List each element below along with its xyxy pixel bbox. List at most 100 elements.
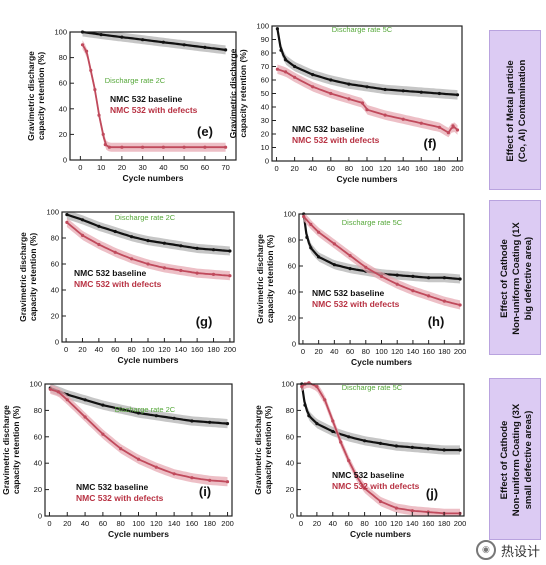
- y-axis-label: capacity retention (%): [28, 233, 38, 321]
- y-axis-label: Gravimetric discharge: [253, 405, 263, 495]
- x-tick-label: 200: [224, 345, 237, 354]
- watermark: ◉ 热设计: [475, 539, 540, 561]
- x-tick-label: 100: [374, 519, 387, 528]
- data-point: [224, 48, 228, 52]
- y-axis-label: Gravimetric discharge: [18, 232, 28, 322]
- data-point: [426, 447, 430, 451]
- y-tick-label: 100: [54, 28, 67, 37]
- data-point: [85, 49, 89, 53]
- data-point: [378, 441, 383, 445]
- data-point: [315, 422, 319, 426]
- x-tick-label: 40: [95, 345, 103, 354]
- data-point: [364, 265, 368, 269]
- data-point: [113, 250, 117, 254]
- chart-panel-e: 0 10 20 30 40 50 60 70 0 20 40 60 80 100 Cycle numbers…: [0, 8, 246, 186]
- x-tick-label: 20: [290, 164, 298, 173]
- x-tick-label: 160: [422, 519, 435, 528]
- data-point: [394, 506, 398, 510]
- x-tick-label: 40: [159, 163, 167, 172]
- x-tick-label: 100: [142, 345, 155, 354]
- chart-panel-j: 0 20 40 60 80 100 120 140 160 180 200 0 20 40 60 80 100 C…: [252, 378, 482, 548]
- rate-label: Discharge rate 2C: [115, 213, 176, 222]
- data-point: [365, 108, 369, 112]
- x-tick-label: 160: [191, 345, 204, 354]
- y-axis-label: capacity retention (%): [11, 406, 21, 494]
- data-point: [65, 398, 69, 402]
- data-point: [83, 415, 87, 419]
- x-tick-label: 160: [415, 164, 428, 173]
- data-point: [305, 235, 309, 239]
- series-line-defects: [50, 388, 228, 483]
- x-tick-label: 200: [221, 519, 234, 528]
- data-point: [401, 89, 405, 93]
- data-point: [458, 448, 462, 452]
- data-point: [80, 233, 85, 237]
- x-tick-label: 200: [454, 347, 467, 356]
- data-point: [97, 242, 101, 247]
- data-point: [383, 113, 387, 117]
- y-tick-label: 60: [261, 76, 269, 85]
- legend-entry: NMC 532 baseline: [292, 124, 365, 134]
- y-tick-label: 60: [288, 262, 296, 271]
- x-tick-label: 0: [299, 519, 303, 528]
- y-tick-label: 20: [34, 485, 42, 494]
- data-point: [97, 224, 101, 228]
- y-tick-label: 40: [51, 286, 59, 295]
- series-band-defects: [277, 64, 458, 138]
- y-axis-label: Gravimetric discharge: [26, 51, 36, 141]
- data-point: [113, 229, 117, 234]
- series-band-baseline: [277, 26, 458, 100]
- data-point: [437, 91, 441, 96]
- data-point: [410, 509, 414, 513]
- data-point: [225, 422, 230, 426]
- legend-entry: NMC 532 with defects: [74, 279, 162, 289]
- x-axis-label: Cycle numbers: [123, 173, 184, 183]
- y-tick-label: 0: [63, 156, 67, 165]
- legend-entry: NMC 532 baseline: [110, 94, 183, 104]
- y-tick-label: 0: [265, 157, 269, 166]
- data-point: [383, 87, 387, 92]
- y-axis-label: Gravimetric discharge: [228, 48, 238, 138]
- rate-label: Discharge rate 5C: [342, 218, 403, 227]
- y-tick-label: 100: [281, 380, 294, 389]
- x-tick-label: 80: [127, 345, 135, 354]
- data-point: [442, 448, 446, 452]
- data-point: [208, 420, 212, 424]
- x-tick-label: 140: [175, 345, 188, 354]
- data-point: [101, 132, 105, 136]
- data-point: [442, 276, 446, 280]
- data-point: [395, 282, 399, 286]
- data-point: [101, 403, 105, 407]
- data-point: [97, 113, 101, 117]
- data-point: [208, 478, 212, 482]
- data-point: [279, 48, 283, 52]
- data-point: [347, 82, 351, 86]
- data-point: [446, 131, 450, 135]
- data-point: [317, 230, 321, 234]
- data-point: [302, 215, 306, 219]
- x-tick-label: 140: [406, 519, 419, 528]
- effect-label: Effect of CathodeNon-uniform Coating (3X…: [499, 403, 534, 516]
- data-point: [284, 58, 288, 62]
- chart-panel-i: 0 20 40 60 80 100 120 140 160 180 200 0 20 40 60 80 100 C…: [0, 378, 246, 548]
- x-tick-label: 40: [330, 347, 338, 356]
- watermark-text: 热设计: [500, 544, 540, 560]
- x-tick-label: 140: [407, 347, 420, 356]
- data-point: [48, 387, 52, 391]
- data-point: [130, 235, 134, 239]
- x-tick-label: 20: [314, 347, 322, 356]
- data-point: [83, 398, 87, 402]
- data-point: [332, 263, 336, 267]
- y-tick-label: 80: [59, 53, 67, 62]
- data-point: [458, 277, 462, 281]
- panel-label: (g): [196, 314, 213, 329]
- x-tick-label: 120: [391, 347, 404, 356]
- data-point: [146, 239, 150, 243]
- x-tick-label: 20: [313, 519, 321, 528]
- x-tick-label: 180: [433, 164, 446, 173]
- data-point: [427, 294, 431, 298]
- rate-label: Discharge rate 2C: [115, 405, 176, 414]
- data-point: [120, 145, 124, 149]
- y-tick-label: 60: [34, 432, 42, 441]
- chart-panel-h: 0 20 40 60 80 100 120 140 160 180 200 0 20 40 60 80 100 C…: [252, 198, 482, 368]
